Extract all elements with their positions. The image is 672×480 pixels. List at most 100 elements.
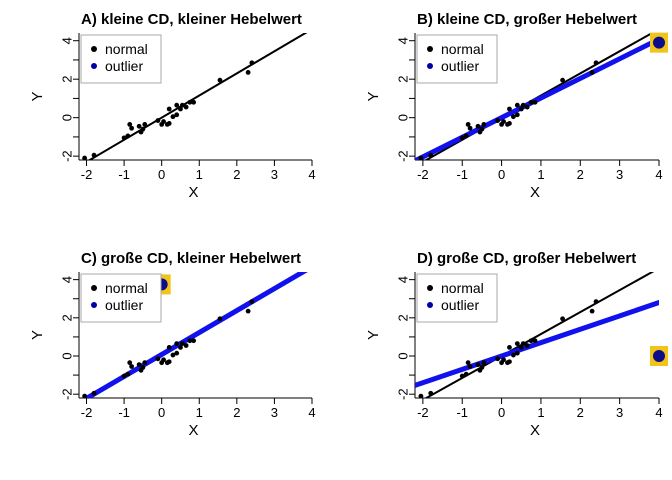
regression-line-outlier	[415, 299, 659, 389]
y-tick-label: 2	[396, 76, 411, 83]
data-point	[418, 155, 424, 160]
y-axis-label: Y	[365, 330, 382, 340]
data-point	[532, 338, 538, 344]
data-point	[495, 356, 501, 362]
data-point	[179, 341, 185, 346]
legend-marker	[91, 63, 97, 69]
data-point	[166, 359, 172, 365]
data-point	[418, 393, 424, 398]
data-point	[129, 364, 135, 369]
data-point	[142, 360, 148, 366]
x-tick-label: 1	[196, 405, 203, 420]
data-point	[91, 390, 97, 396]
data-point	[125, 133, 131, 139]
legend-marker	[91, 285, 97, 291]
data-point	[514, 102, 520, 108]
data-point	[170, 352, 176, 358]
data-point	[217, 77, 223, 83]
x-tick-label: -2	[417, 167, 429, 182]
data-point	[428, 390, 434, 396]
legend-box	[80, 273, 162, 323]
outlier-point	[653, 36, 665, 49]
x-tick-label: 4	[655, 167, 662, 182]
data-point	[520, 341, 526, 346]
y-axis-label: Y	[29, 330, 46, 340]
x-tick-label: 3	[616, 167, 623, 182]
x-tick-label: -1	[118, 167, 130, 182]
legend-label: normal	[105, 41, 148, 57]
data-point	[178, 106, 183, 112]
data-point	[136, 362, 142, 367]
y-tick-label: 0	[60, 352, 75, 359]
data-point	[528, 99, 534, 105]
data-point	[507, 106, 512, 112]
regression-line-outlier	[415, 36, 659, 160]
data-point	[514, 350, 520, 356]
x-tick-label: -2	[81, 405, 93, 420]
legend-marker	[91, 302, 97, 308]
data-point	[179, 102, 185, 108]
y-tick-label: -2	[396, 388, 411, 400]
data-point	[479, 365, 485, 370]
data-point	[140, 126, 146, 132]
data-point	[510, 114, 516, 120]
y-tick-label: -2	[60, 150, 75, 162]
data-point	[532, 99, 538, 105]
x-axis-label: X	[188, 422, 198, 439]
y-tick-label: -2	[60, 388, 75, 400]
data-point	[217, 316, 223, 322]
y-tick-label: 4	[60, 37, 75, 44]
x-tick-label: -1	[456, 167, 468, 182]
data-point	[495, 118, 501, 123]
panel-title: C) große CD, kleiner Hebelwert	[81, 250, 301, 267]
x-tick-label: -2	[81, 167, 93, 182]
data-point	[191, 338, 197, 344]
x-tick-label: 4	[655, 405, 662, 420]
y-tick-label: 0	[396, 114, 411, 121]
x-tick-label: 0	[498, 405, 505, 420]
x-tick-label: 2	[233, 405, 240, 420]
data-point	[593, 60, 599, 66]
legend-box	[80, 34, 162, 84]
y-tick-label: 2	[60, 314, 75, 321]
data-point	[467, 364, 473, 369]
data-point	[174, 112, 180, 118]
data-point	[191, 99, 197, 105]
data-point	[161, 357, 166, 363]
x-tick-label: 1	[537, 167, 544, 182]
data-point	[174, 102, 180, 108]
data-point	[463, 133, 469, 139]
data-point	[127, 360, 133, 366]
data-point	[127, 122, 133, 127]
regression-line-normal	[87, 33, 308, 160]
data-point	[475, 362, 481, 367]
plot-area	[82, 33, 308, 160]
data-point	[187, 338, 193, 344]
data-point	[155, 356, 161, 362]
data-point	[82, 155, 88, 160]
legend-label: outlier	[441, 58, 479, 74]
plot-area	[415, 33, 659, 160]
x-axis-label: X	[530, 184, 540, 201]
data-point	[459, 373, 465, 379]
y-axis-label: Y	[29, 91, 46, 101]
legend-label: outlier	[105, 58, 143, 74]
x-tick-label: -1	[456, 405, 468, 420]
data-point	[140, 365, 146, 370]
panel-title: A) kleine CD, kleiner Hebelwert	[81, 11, 302, 28]
data-point	[518, 106, 524, 112]
y-tick-label: 0	[396, 352, 411, 359]
x-tick-label: 2	[577, 405, 584, 420]
x-tick-label: 1	[537, 405, 544, 420]
panel-title: D) große CD, großer Hebelwert	[417, 250, 636, 267]
data-point	[142, 122, 148, 127]
data-point	[187, 99, 193, 105]
regression-line-normal	[424, 272, 655, 398]
y-tick-label: 2	[60, 76, 75, 83]
legend-label: outlier	[441, 297, 479, 313]
legend-marker	[427, 63, 433, 69]
x-axis-label: X	[188, 184, 198, 201]
